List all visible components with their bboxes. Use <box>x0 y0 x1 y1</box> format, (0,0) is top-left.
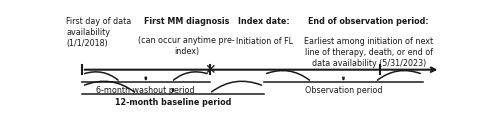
Text: First day of data
availability
(1/1/2018): First day of data availability (1/1/2018… <box>66 17 132 48</box>
Text: Earliest among initiation of next
line of therapy, death, or end of
data availab: Earliest among initiation of next line o… <box>304 37 433 68</box>
Text: 12-month baseline period: 12-month baseline period <box>115 98 231 107</box>
Text: Observation period: Observation period <box>304 86 382 95</box>
Text: First MM diagnosis: First MM diagnosis <box>144 17 229 26</box>
Text: ✕: ✕ <box>204 63 216 77</box>
Text: (can occur anytime pre-
index): (can occur anytime pre- index) <box>138 36 235 56</box>
Text: 6-month washout period: 6-month washout period <box>96 86 195 95</box>
Text: Index date:: Index date: <box>238 17 290 26</box>
Text: Initiation of FL: Initiation of FL <box>236 37 292 46</box>
Text: End of observation period:: End of observation period: <box>308 17 429 26</box>
